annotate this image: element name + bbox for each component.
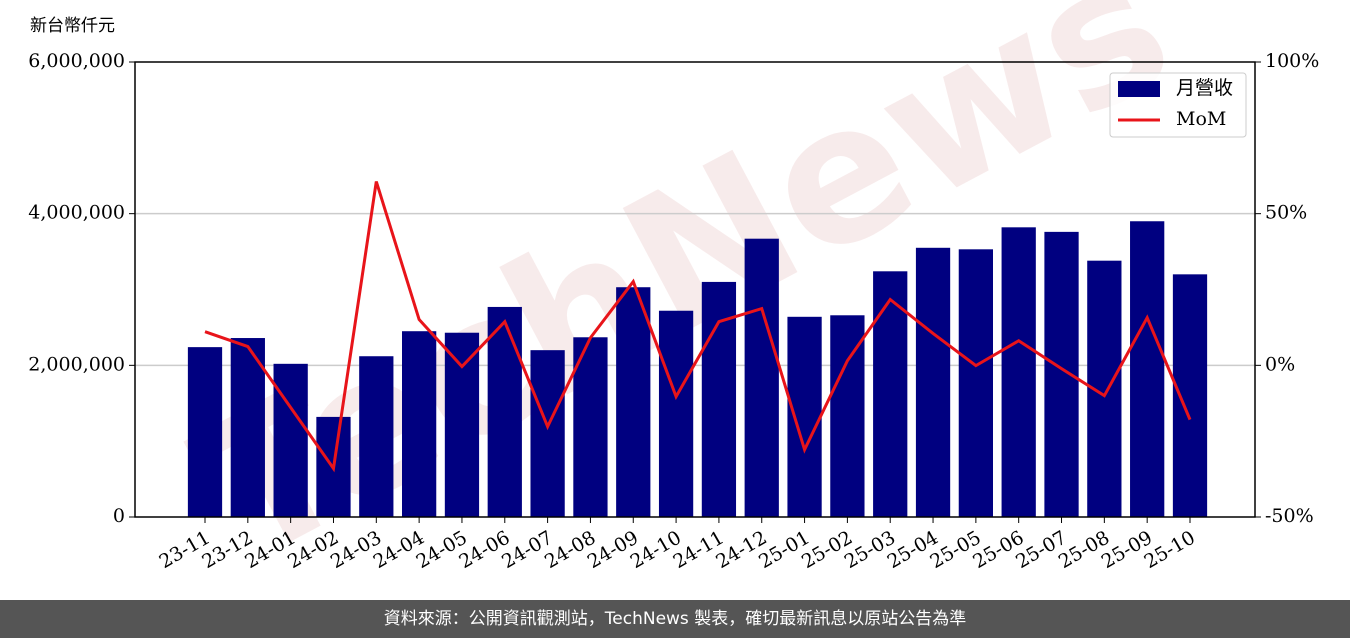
x-tick-label: 25-10 [1141,527,1199,573]
bar [616,287,651,517]
bar [230,338,265,517]
y2-tick-label: 100% [1265,50,1319,72]
bar [1044,231,1079,517]
bar [444,332,480,517]
bar [573,337,608,517]
bar [830,315,865,517]
y-tick-label: 2,000,000 [28,353,125,375]
bar [273,363,308,517]
bar [915,247,951,517]
footer: 資料來源：公開資訊觀測站，TechNews 製表，確切最新訊息以原站公告為準 [384,609,966,629]
plot-frame [134,61,1256,518]
y2-tick-label: -50% [1265,505,1314,527]
y-tick-label: 6,000,000 [28,50,125,72]
bar [359,356,394,517]
bar [402,331,437,517]
y-tick-label: 4,000,000 [28,202,125,224]
bar [658,310,694,517]
bar [530,350,565,517]
y2-tick-label: 0% [1265,353,1295,375]
footer-bar [0,600,1350,638]
bar [187,347,223,517]
bar [787,316,822,517]
bar [1130,221,1165,517]
bar [487,306,522,517]
legend-label: MoM [1176,108,1226,130]
bar [1001,227,1036,518]
y2-tick-label: 50% [1265,202,1307,224]
bar [744,238,779,518]
y-axis-label: 新台幣仟元 [30,16,115,36]
line [204,181,1192,473]
legend-swatch [1118,81,1160,97]
bar [873,271,908,517]
bar [1172,274,1208,517]
y-tick-label: 0 [113,505,125,527]
bar [958,249,993,517]
legend-label: 月營收 [1176,77,1233,99]
